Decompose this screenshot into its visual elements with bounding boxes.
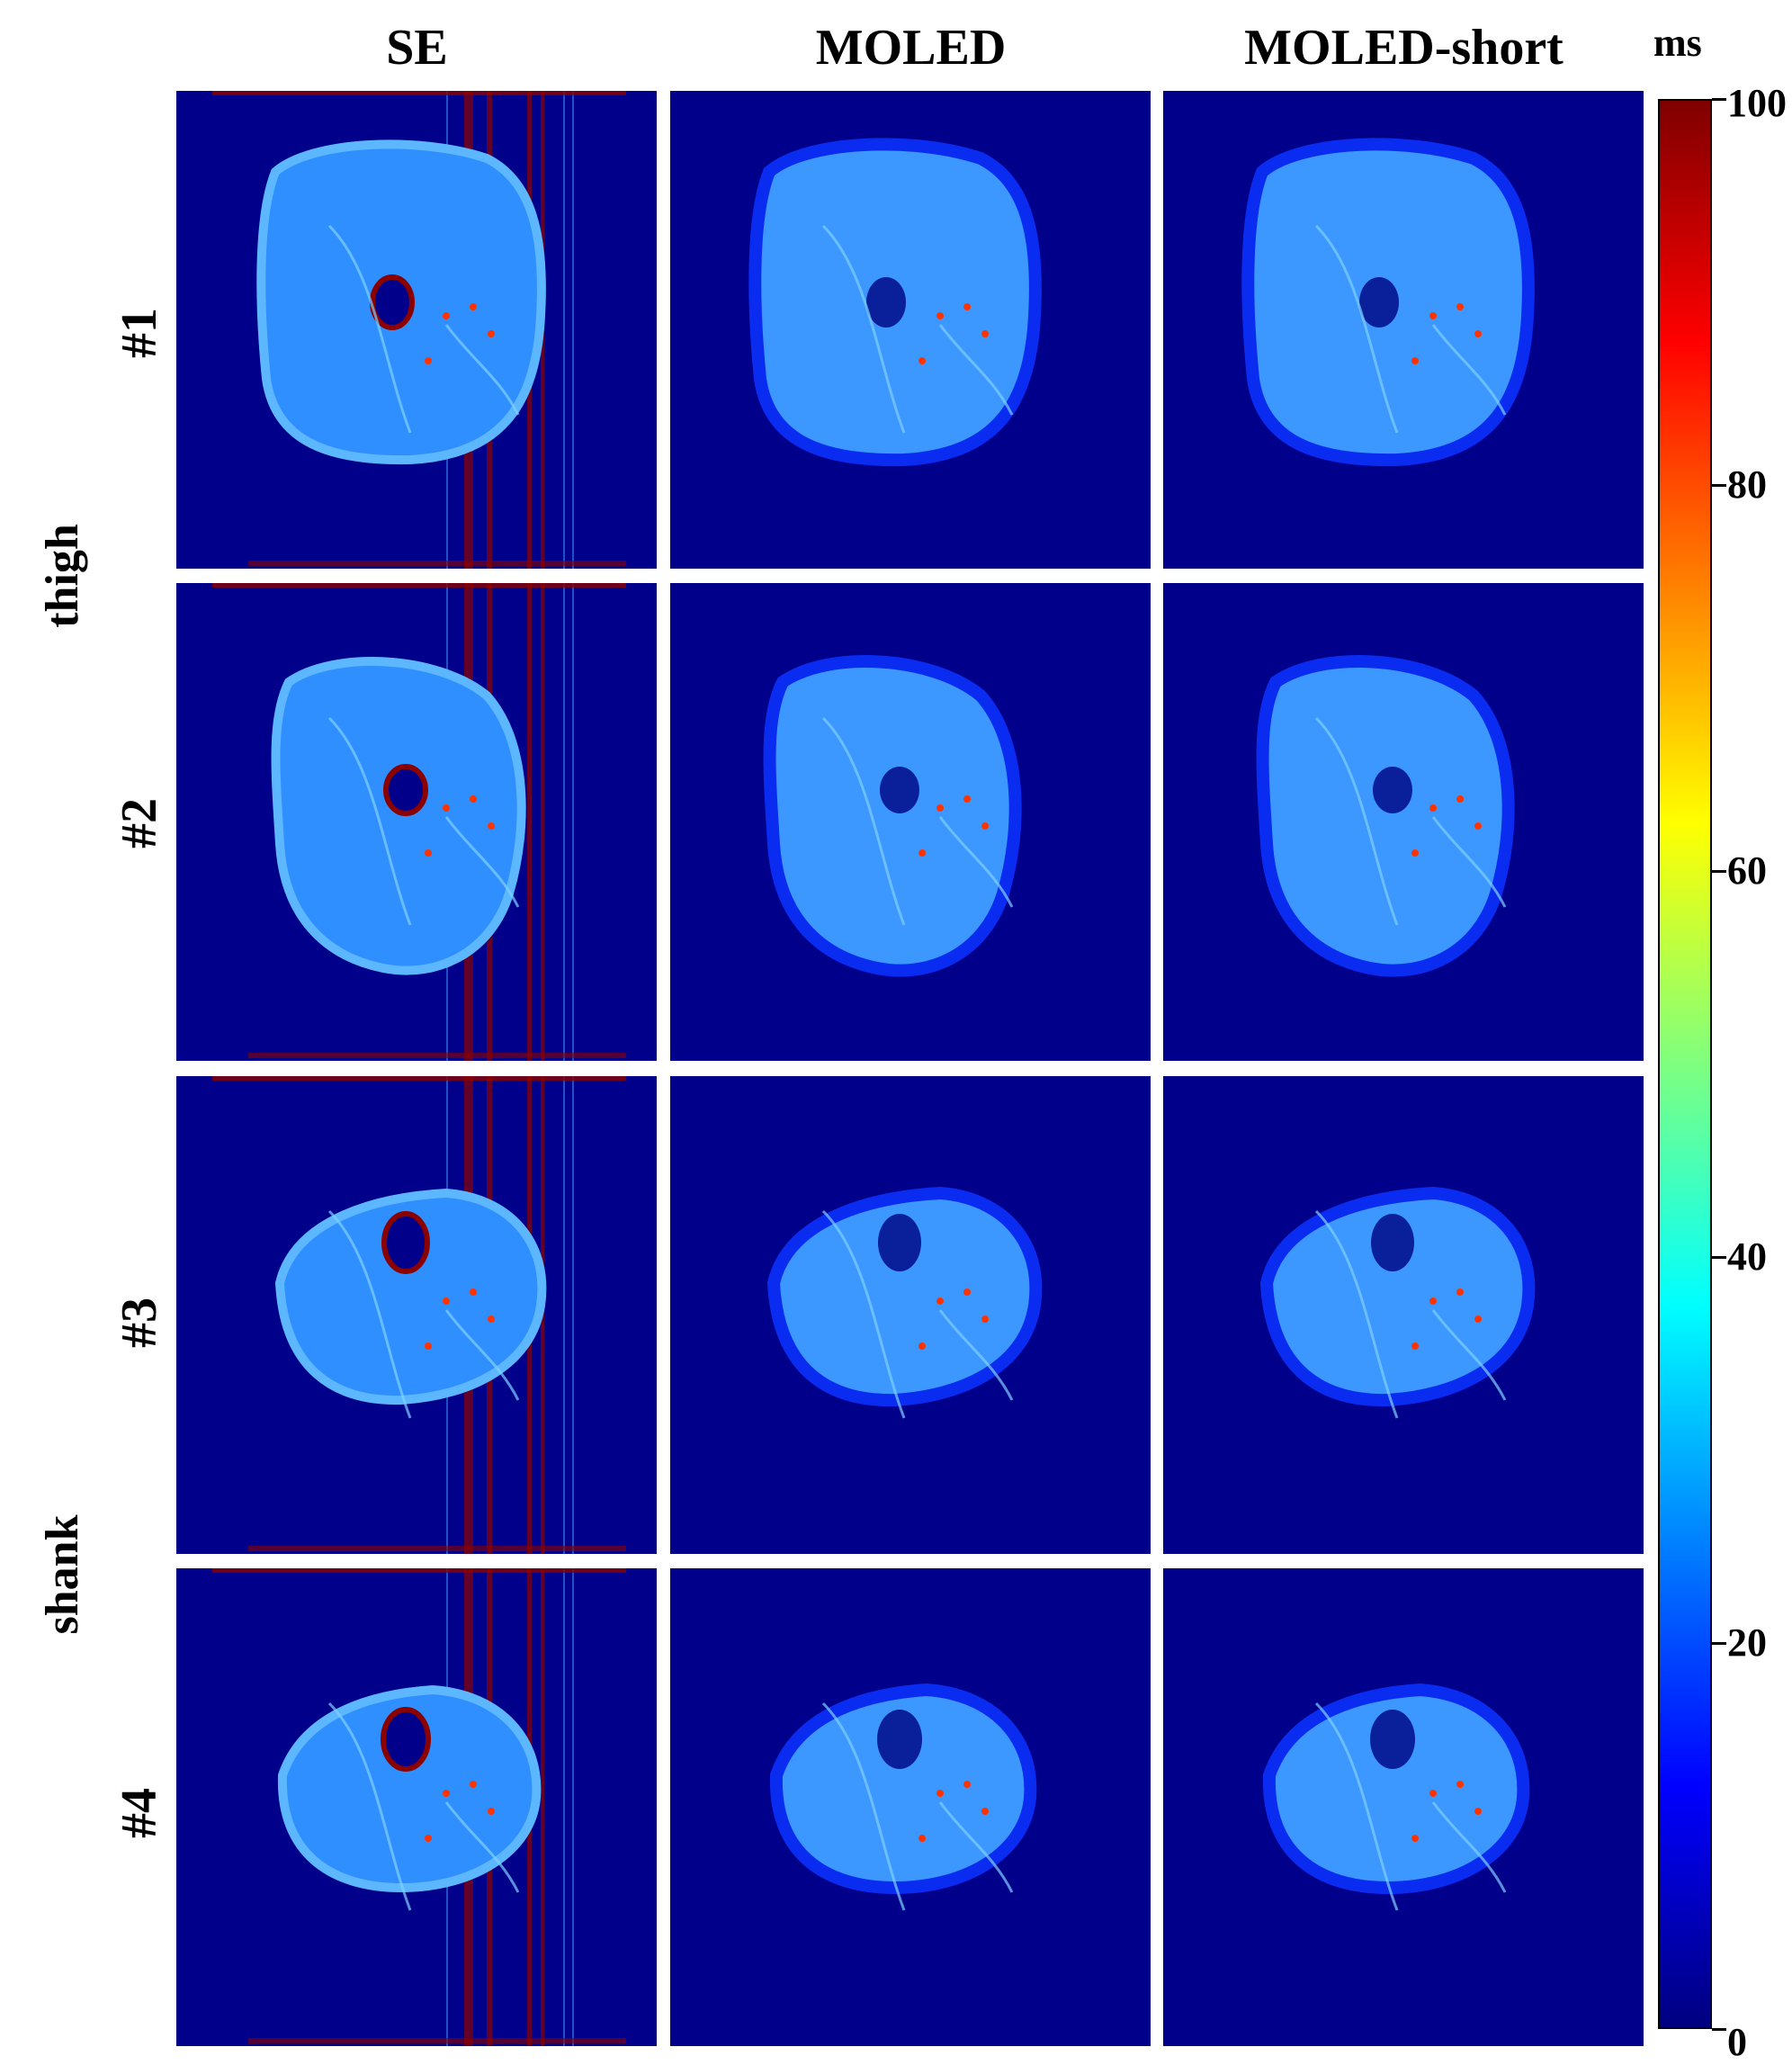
panel-moled-short-3 bbox=[1163, 1076, 1644, 1554]
tissue-map bbox=[1241, 138, 1535, 467]
tissue-map bbox=[769, 1683, 1037, 1911]
colorbar-tick-label-80: 80 bbox=[1727, 462, 1767, 507]
row-label-4: #4 bbox=[112, 1788, 167, 1838]
group-label-thigh: thigh bbox=[37, 524, 88, 628]
panel-moled-short-2 bbox=[1163, 583, 1644, 1061]
tissue-map bbox=[212, 1568, 626, 2046]
tissue-map bbox=[212, 91, 626, 569]
panel-moled-4 bbox=[670, 1568, 1151, 2046]
tissue-map bbox=[763, 655, 1022, 977]
colorbar-tick-80 bbox=[1712, 484, 1726, 487]
colorbar-tick-20 bbox=[1712, 1642, 1726, 1645]
row-label-3: #3 bbox=[112, 1297, 167, 1348]
panel-moled-short-4 bbox=[1163, 1568, 1644, 2046]
column-title-moled: MOLED bbox=[815, 20, 1007, 76]
group-label-shank: shank bbox=[37, 1514, 88, 1635]
tissue-map bbox=[748, 138, 1042, 467]
panel-se-1 bbox=[176, 91, 657, 569]
column-title-se: SE bbox=[386, 20, 448, 76]
panel-moled-short-1 bbox=[1163, 91, 1644, 569]
tissue-map bbox=[212, 1076, 626, 1554]
tissue-map bbox=[1262, 1683, 1530, 1911]
colorbar-tick-40 bbox=[1712, 1256, 1726, 1259]
colorbar-tick-60 bbox=[1712, 870, 1726, 873]
panel-moled-3 bbox=[670, 1076, 1151, 1554]
colorbar-tick-100 bbox=[1712, 98, 1726, 101]
row-label-2: #2 bbox=[112, 798, 167, 848]
colorbar-tick-0 bbox=[1712, 2028, 1726, 2031]
colorbar-tick-label-100: 100 bbox=[1727, 81, 1787, 125]
tissue-map bbox=[212, 583, 626, 1061]
colorbar-tick-label-0: 0 bbox=[1727, 2020, 1747, 2064]
panel-moled-1 bbox=[670, 91, 1151, 569]
panel-se-3 bbox=[176, 1076, 657, 1554]
colorbar bbox=[1658, 99, 1712, 2029]
colorbar-tick-label-40: 40 bbox=[1727, 1235, 1767, 1279]
tissue-map bbox=[1256, 655, 1515, 977]
panel-se-2 bbox=[176, 583, 657, 1061]
panel-moled-2 bbox=[670, 583, 1151, 1061]
column-title-moled-short: MOLED-short bbox=[1244, 20, 1564, 76]
tissue-map bbox=[766, 1186, 1043, 1419]
colorbar-tick-label-20: 20 bbox=[1727, 1621, 1767, 1665]
colorbar-unit-label: ms bbox=[1653, 21, 1702, 65]
row-label-1: #1 bbox=[112, 308, 167, 358]
tissue-map bbox=[1259, 1186, 1536, 1419]
colorbar-tick-label-60: 60 bbox=[1727, 848, 1767, 893]
panel-se-4 bbox=[176, 1568, 657, 2046]
